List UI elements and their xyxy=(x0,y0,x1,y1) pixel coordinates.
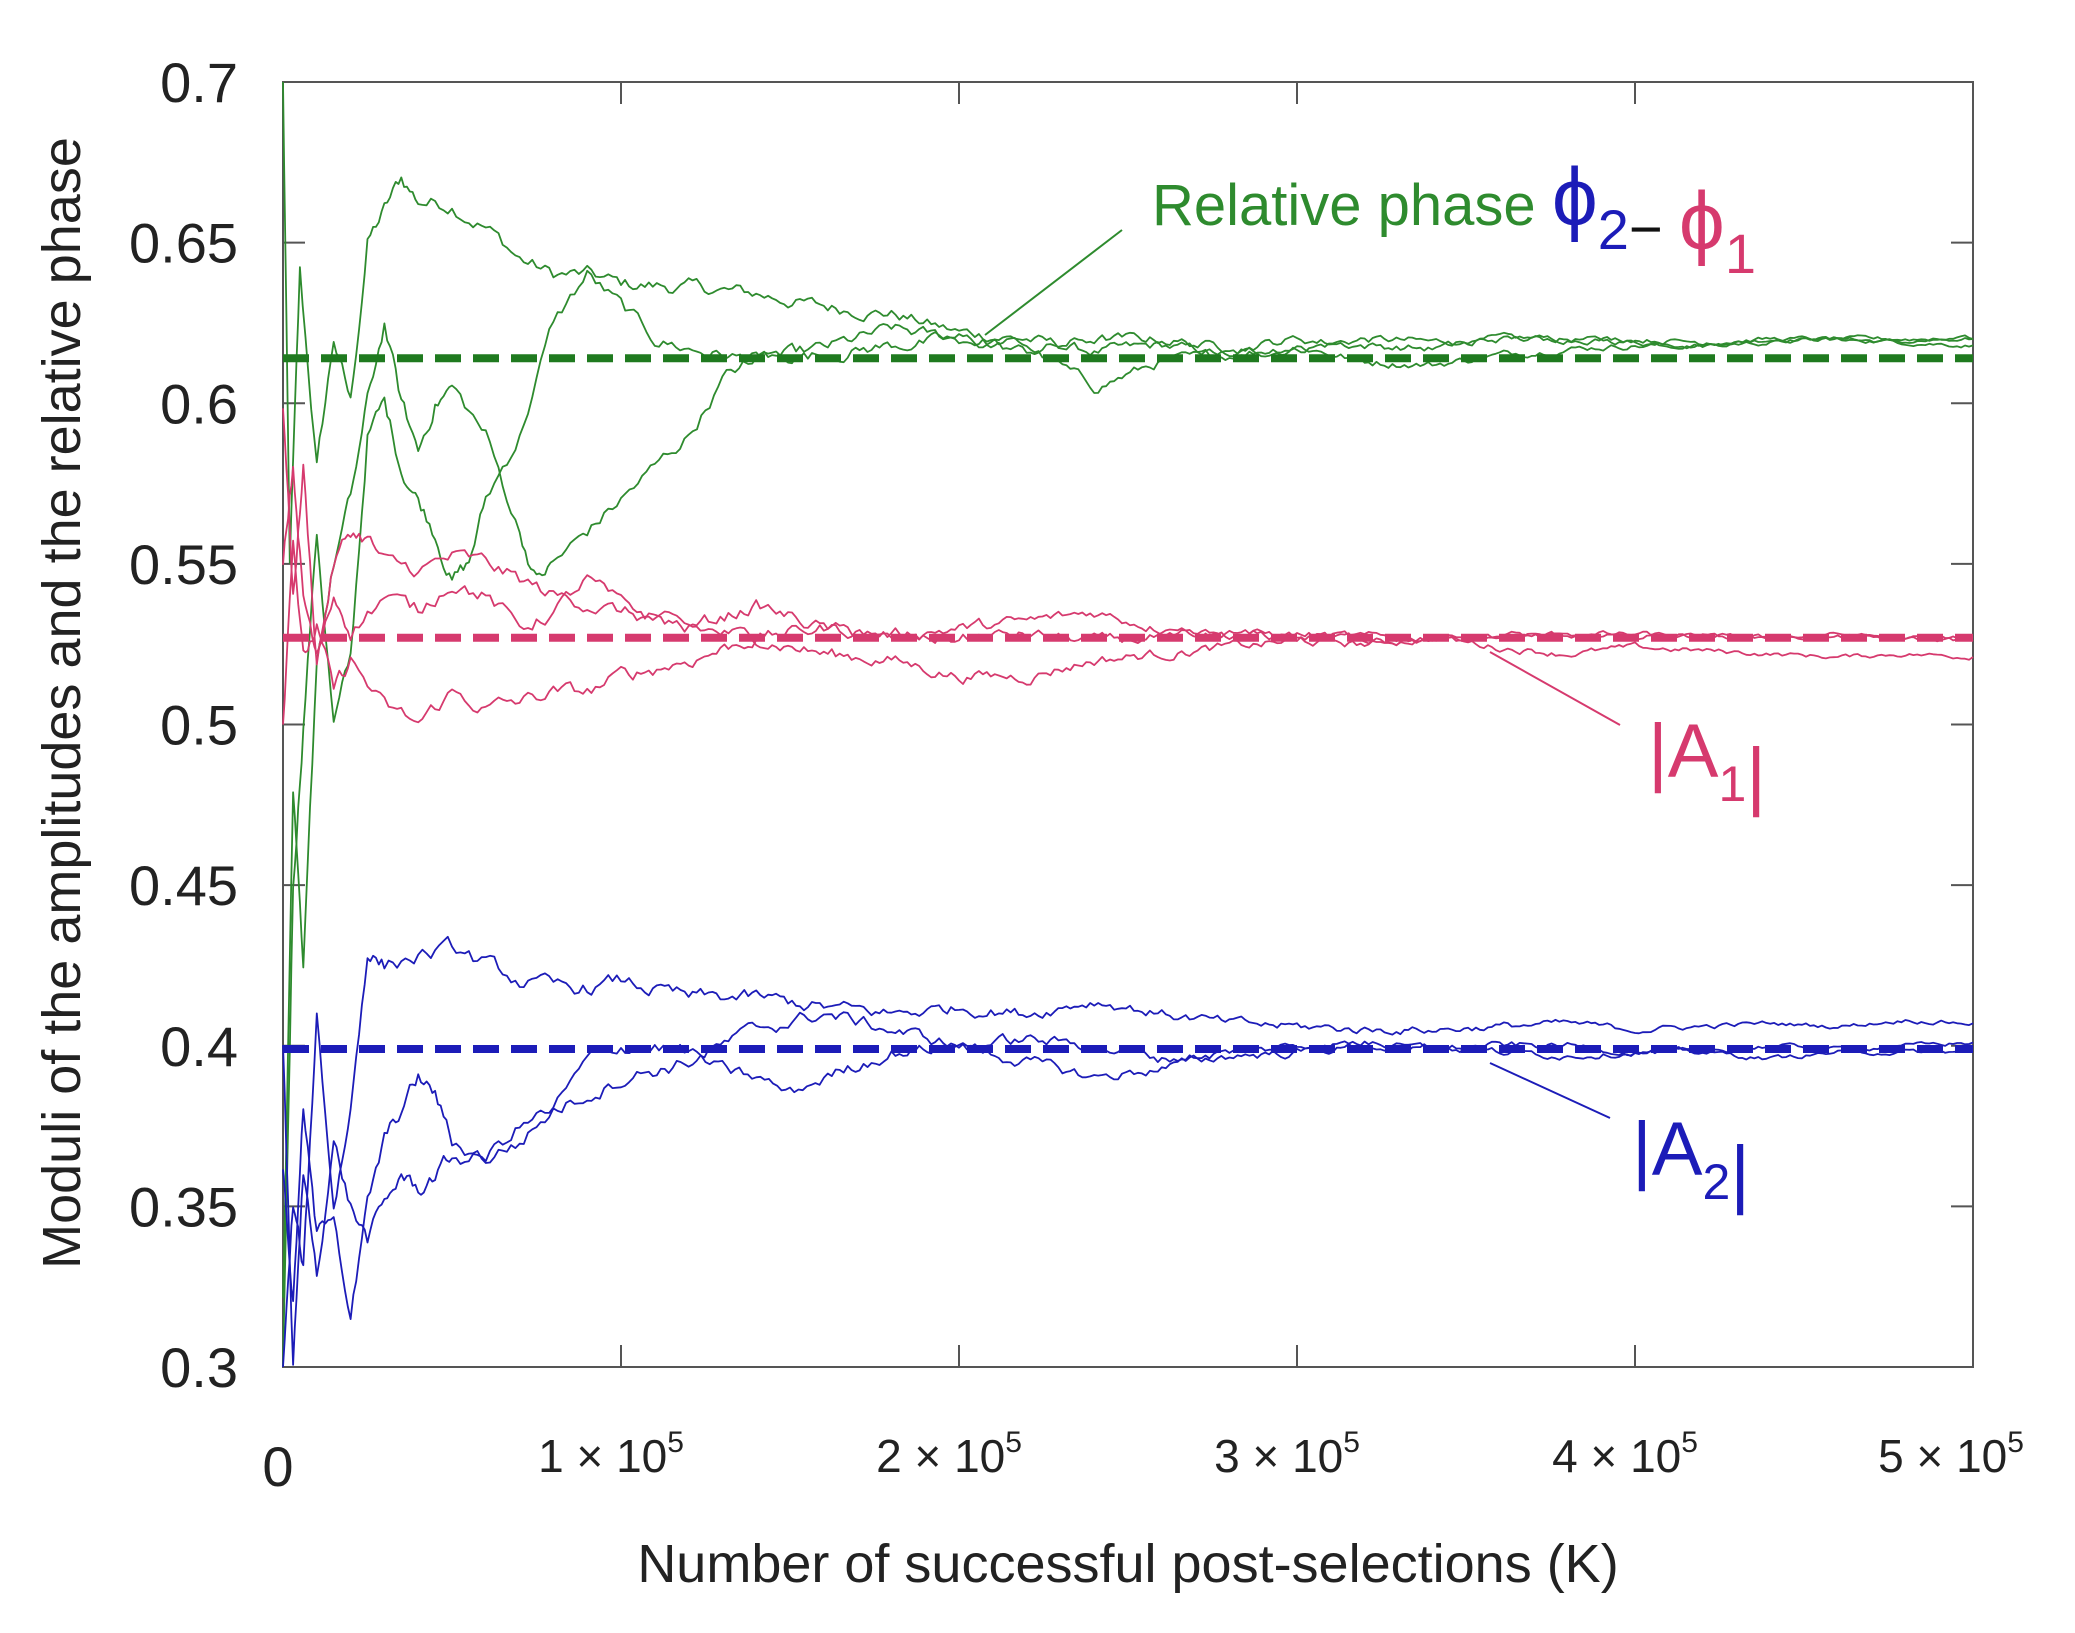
phase-run-1-line xyxy=(282,81,1974,564)
reference-lines xyxy=(283,354,1973,1053)
a2-leader-line xyxy=(1489,1062,1611,1119)
y-tick-label-6: 0.6 xyxy=(160,372,238,435)
y-axis-label: Moduli of the amplitudes and the relativ… xyxy=(32,137,92,1269)
y-tick-label-1: 0.35 xyxy=(129,1175,238,1238)
a1-annotation: |A1| xyxy=(1648,709,1766,818)
y-tick-label-0: 0.3 xyxy=(160,1336,238,1399)
svg-text:0: 0 xyxy=(262,1435,293,1498)
x-tick-label-3: 3 × 105 xyxy=(1214,1426,1360,1482)
svg-text:2 × 105: 2 × 105 xyxy=(876,1426,1022,1482)
y-tick-label-4: 0.5 xyxy=(160,694,238,757)
y-tick-label-5: 0.55 xyxy=(129,533,238,596)
svg-text:1 × 105: 1 × 105 xyxy=(538,1426,684,1482)
y-tick-labels: 0.3 0.35 0.4 0.45 0.5 0.55 0.6 0.65 0.7 xyxy=(129,51,238,1399)
y-tick-label-2: 0.4 xyxy=(160,1015,238,1078)
a2-run-2-line xyxy=(282,1011,1974,1320)
x-tick-label-2: 2 × 105 xyxy=(876,1426,1022,1482)
a1-run-1-line xyxy=(282,408,1974,686)
a1-leader-line xyxy=(1489,651,1621,726)
a2-run-1-line xyxy=(282,935,1974,1368)
svg-text:5 × 105: 5 × 105 xyxy=(1878,1426,2024,1482)
y-tick-label-8: 0.7 xyxy=(160,51,238,114)
phase-run-2-line xyxy=(282,269,1974,1366)
annotation-leaders xyxy=(984,229,1621,1119)
plot-area xyxy=(282,81,1974,1368)
a2-annotation: |A2| xyxy=(1632,1107,1750,1216)
x-tick-label-0: 0 xyxy=(262,1435,293,1498)
x-tick-labels: 0 1 × 105 2 × 105 3 × 105 4 × 105 5 × 105 xyxy=(262,1426,2024,1498)
a1-run-3-line xyxy=(282,465,1974,654)
phase-leader-line xyxy=(984,229,1123,336)
series-layer xyxy=(282,81,1974,1368)
svg-text:4 × 105: 4 × 105 xyxy=(1552,1426,1698,1482)
x-axis-label: Number of successful post-selections (K) xyxy=(637,1534,1618,1594)
x-tick-label-5: 5 × 105 xyxy=(1878,1426,2024,1482)
a1-run-2-line xyxy=(282,539,1974,725)
x-tick-label-1: 1 × 105 xyxy=(538,1426,684,1482)
y-tick-label-3: 0.45 xyxy=(129,854,238,917)
x-tick-label-4: 4 × 105 xyxy=(1552,1426,1698,1482)
svg-text:3 × 105: 3 × 105 xyxy=(1214,1426,1360,1482)
phase-run-3-line xyxy=(282,322,1974,1298)
annotations: Relative phase ϕ2− ϕ1 |A1| |A2| xyxy=(1152,152,1766,1216)
y-tick-label-7: 0.65 xyxy=(129,212,238,275)
phase-annotation: Relative phase ϕ2− ϕ1 xyxy=(1152,152,1756,285)
